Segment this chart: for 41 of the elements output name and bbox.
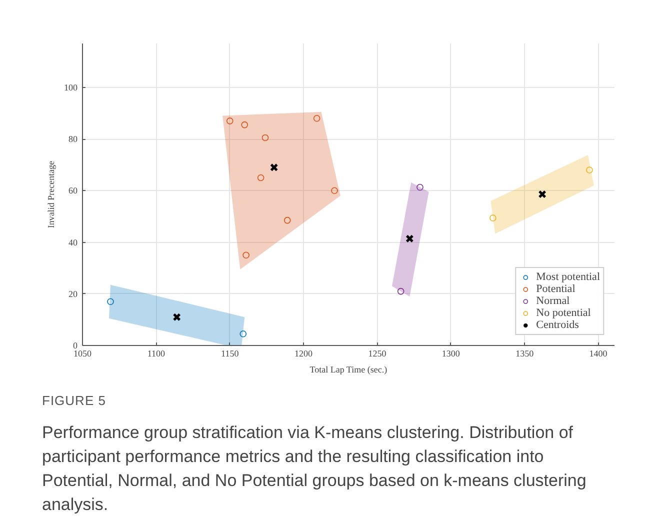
point: [262, 134, 269, 142]
x-tick-label: 1200: [294, 348, 314, 358]
point: [226, 118, 234, 124]
x-axis-title: Total Lap Time (sec.): [310, 364, 388, 374]
point: [313, 114, 320, 122]
point: [241, 121, 248, 128]
point: [397, 288, 404, 295]
legend-label: Normal: [536, 295, 570, 307]
legend-label: No potential: [536, 307, 591, 319]
y-tick-label: 100: [64, 82, 78, 92]
x-tick-label: 1100: [147, 348, 166, 358]
legend-label: Centroids: [536, 319, 579, 331]
text: Performance group stratification via K-means clustering. Distribution of participant performance metrics and the resulting classification into Potential, Normal, and No Potential groups based on k-means clustering analysis.: [42, 422, 588, 516]
y-tick-label: 60: [68, 186, 78, 196]
point: [490, 214, 496, 222]
y-axis-title: Invalid Precentage: [46, 160, 56, 228]
legend-label: Potential: [536, 283, 576, 295]
point: [242, 252, 250, 259]
x-tick-label: 1150: [221, 348, 240, 358]
x-tick-label: 1050: [74, 348, 92, 358]
point: [270, 163, 278, 172]
point: [331, 187, 338, 194]
x-tick-label: 1350: [516, 348, 534, 358]
legend-label: Most potential: [536, 271, 600, 283]
point: [240, 330, 247, 338]
point: [538, 190, 546, 198]
point: [257, 174, 264, 182]
y-tick-label: 80: [68, 134, 78, 144]
point: [172, 313, 181, 322]
point: [284, 216, 291, 224]
point: [107, 298, 114, 306]
point: [586, 166, 593, 174]
point: [406, 234, 414, 243]
caption: FIGURE 5: [42, 392, 106, 410]
y-tick-label: 20: [68, 288, 78, 299]
x-tick-label: 1300: [442, 348, 460, 358]
y-tick-label: 0: [73, 340, 78, 350]
x-tick-label: 1400: [589, 348, 608, 358]
point: [416, 184, 424, 191]
x-tick-label: 1250: [368, 348, 387, 358]
y-tick-label: 40: [68, 237, 78, 248]
